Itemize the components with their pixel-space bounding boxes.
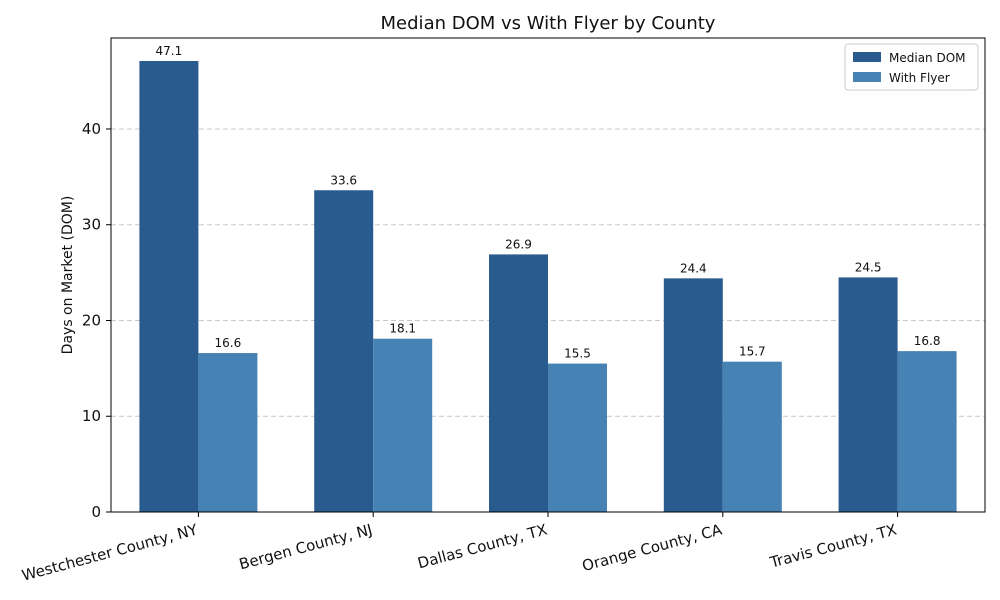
data-label: 24.4	[680, 261, 707, 275]
legend-swatch	[853, 72, 881, 82]
data-label: 16.8	[914, 334, 941, 348]
y-axis-label: Days on Market (DOM)	[60, 196, 76, 355]
y-tick-label: 0	[91, 503, 101, 521]
legend: Median DOM With Flyer	[844, 43, 979, 91]
x-tick-label: Orange County, CA	[580, 520, 724, 575]
data-label: 47.1	[156, 44, 183, 58]
bar	[722, 361, 782, 512]
bar	[139, 60, 199, 513]
bar	[548, 363, 607, 512]
data-label: 15.7	[739, 345, 766, 359]
legend-label: Median DOM	[889, 51, 966, 65]
bar	[198, 353, 258, 512]
y-tick-label: 10	[82, 407, 101, 425]
data-label: 16.6	[215, 336, 242, 350]
legend-swatch	[853, 52, 881, 62]
bar	[489, 254, 548, 513]
data-label: 15.5	[564, 347, 591, 361]
data-labels: 47.1 16.6 33.6 18.1 26.9 15.5 24.4 15.7 24.5 16.8	[156, 44, 941, 361]
bar	[314, 190, 374, 512]
bar	[838, 277, 898, 512]
data-label: 18.1	[389, 322, 416, 336]
y-tick-label: 20	[82, 311, 101, 329]
chart-title: Median DOM vs With Flyer by County	[381, 13, 716, 34]
legend-label: With Flyer	[889, 71, 950, 85]
data-label: 24.5	[855, 260, 882, 274]
data-label: 26.9	[505, 237, 532, 251]
bars	[139, 60, 957, 513]
y-tick-label: 40	[82, 120, 101, 138]
x-tick-label: Travis County, TX	[767, 520, 899, 571]
y-tick-label: 30	[82, 216, 101, 234]
bar	[897, 351, 957, 512]
data-label: 33.6	[330, 173, 357, 187]
x-tick-label: Dallas County, TX	[416, 520, 549, 572]
bar	[373, 338, 433, 512]
x-tick-label: Westchester County, NY	[20, 520, 200, 584]
bar	[663, 278, 723, 512]
x-tick-label: Bergen County, NJ	[237, 520, 374, 573]
